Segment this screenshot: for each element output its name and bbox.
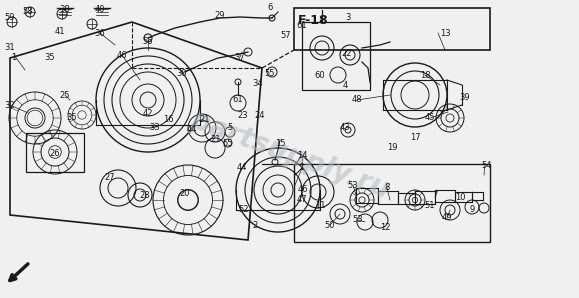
Text: 40: 40 (95, 4, 105, 13)
Text: 36: 36 (94, 29, 105, 38)
Text: 14: 14 (297, 150, 307, 159)
Text: partsupply.ru: partsupply.ru (186, 106, 394, 204)
Text: 56: 56 (142, 38, 153, 46)
Text: 17: 17 (410, 134, 420, 142)
Text: 31: 31 (5, 43, 15, 52)
Text: 9: 9 (470, 206, 475, 215)
Text: 42: 42 (143, 108, 153, 117)
Text: 39: 39 (460, 94, 470, 103)
Text: 55: 55 (265, 69, 275, 77)
Text: 29: 29 (215, 12, 225, 21)
Text: 44: 44 (187, 125, 197, 134)
Text: 27: 27 (105, 173, 115, 182)
Text: 25: 25 (60, 91, 70, 100)
Text: 6: 6 (267, 4, 273, 13)
Text: 13: 13 (439, 29, 450, 38)
Text: 50: 50 (325, 221, 335, 229)
Text: 10: 10 (455, 193, 466, 203)
Text: 30: 30 (177, 69, 188, 77)
Text: 20: 20 (179, 189, 190, 198)
Text: F-18: F-18 (298, 13, 329, 27)
Text: 58: 58 (23, 7, 34, 15)
Text: 21: 21 (211, 136, 221, 145)
Text: 35: 35 (45, 52, 56, 61)
Text: 1: 1 (299, 164, 305, 173)
Text: 57: 57 (281, 30, 291, 40)
Text: 41: 41 (55, 27, 65, 36)
Text: 45: 45 (425, 114, 435, 122)
Text: 12: 12 (380, 224, 390, 232)
Text: 59: 59 (5, 13, 15, 23)
Text: 61: 61 (233, 95, 243, 105)
Text: 5: 5 (228, 123, 233, 133)
Text: 21: 21 (200, 116, 210, 125)
Text: 22: 22 (342, 49, 352, 58)
Text: 7: 7 (433, 190, 438, 199)
Text: 54: 54 (482, 161, 492, 170)
Text: 23: 23 (238, 111, 248, 119)
Text: 49: 49 (442, 213, 452, 223)
Text: 52: 52 (239, 206, 249, 215)
Text: 60: 60 (315, 71, 325, 80)
Text: 55: 55 (223, 139, 233, 148)
Text: 35: 35 (67, 114, 78, 122)
Text: 2: 2 (252, 221, 258, 229)
Text: 46: 46 (298, 185, 308, 195)
Text: 4: 4 (342, 80, 347, 89)
Text: 48: 48 (351, 95, 362, 105)
Text: 18: 18 (420, 71, 430, 80)
Text: 53: 53 (347, 181, 358, 190)
Text: 53: 53 (353, 215, 363, 224)
Text: 33: 33 (149, 122, 160, 131)
Text: 46: 46 (117, 50, 127, 60)
Text: 44: 44 (237, 164, 247, 173)
Text: 37: 37 (234, 52, 245, 61)
Text: 19: 19 (387, 144, 397, 153)
Text: 43: 43 (340, 123, 350, 133)
Text: 32: 32 (5, 100, 15, 109)
Text: 34: 34 (252, 78, 263, 88)
Text: 8: 8 (384, 184, 390, 193)
Text: 16: 16 (163, 116, 173, 125)
Text: 28: 28 (140, 192, 151, 201)
Text: 51: 51 (425, 201, 435, 209)
Text: 38: 38 (60, 4, 71, 13)
Text: 26: 26 (50, 148, 60, 158)
Text: 47: 47 (296, 195, 307, 204)
Text: 11: 11 (315, 201, 325, 209)
Text: 24: 24 (255, 111, 265, 119)
Text: 3: 3 (345, 13, 351, 21)
Text: 1: 1 (12, 52, 17, 61)
Text: 15: 15 (275, 139, 285, 148)
Text: 61: 61 (296, 21, 307, 30)
